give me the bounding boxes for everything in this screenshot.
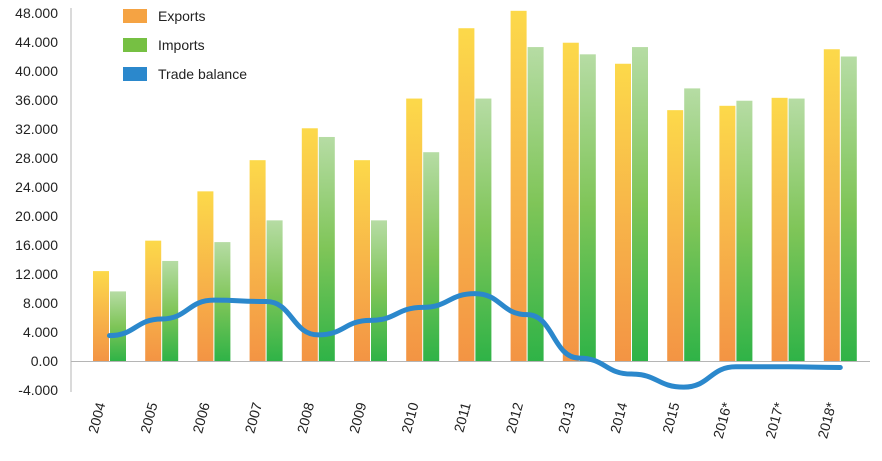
legend-item-imports[interactable]: Imports	[123, 37, 205, 53]
bar-marks	[93, 10, 857, 362]
x-tick-label: 2007	[241, 400, 265, 434]
bar-exports[interactable]	[406, 98, 423, 362]
legend-swatch-imports	[123, 38, 147, 52]
legend: Exports Imports Trade balance	[123, 8, 247, 82]
x-tick-label: 2016*	[710, 400, 735, 440]
legend-label-imports: Imports	[158, 37, 205, 53]
x-tick-label: 2013	[555, 400, 579, 434]
bar-exports[interactable]	[93, 271, 109, 361]
legend-label-trade-balance: Trade balance	[158, 66, 247, 82]
x-tick-label: 2010	[398, 400, 422, 434]
bar-exports[interactable]	[145, 240, 162, 361]
bar-imports[interactable]	[266, 220, 283, 361]
y-tick-label: 8.000	[23, 295, 58, 311]
legend-item-trade-balance[interactable]: Trade balance	[123, 66, 247, 82]
y-tick-label: 16.000	[15, 237, 58, 253]
bar-imports[interactable]	[423, 152, 440, 361]
trade-balance-line	[107, 291, 843, 390]
bar-imports[interactable]	[736, 100, 753, 361]
x-tick-label: 2014	[607, 400, 631, 434]
legend-item-exports[interactable]: Exports	[123, 8, 205, 24]
bar-imports[interactable]	[788, 98, 805, 362]
bar-imports[interactable]	[318, 136, 335, 361]
bar-exports[interactable]	[667, 110, 684, 362]
bar-imports[interactable]	[632, 47, 648, 361]
x-tick-labels: 2004 2005 2006 2007 2008 2009 2010 2011 2012 2013…	[85, 400, 839, 440]
y-tick-label: 28.000	[15, 150, 58, 166]
bar-exports[interactable]	[823, 49, 840, 361]
bar-imports[interactable]	[840, 56, 857, 362]
x-tick-label: 2012	[502, 400, 526, 434]
x-tick-label: 2008	[294, 400, 318, 434]
x-tick-label: 2004	[85, 400, 109, 434]
bar-exports[interactable]	[197, 191, 214, 361]
bar-imports[interactable]	[527, 47, 544, 361]
bar-exports[interactable]	[249, 160, 266, 361]
bar-imports[interactable]	[684, 88, 701, 362]
y-tick-label: 40.000	[15, 63, 58, 79]
y-axis: 48.000 44.000 40.000 36.000 32.000 28.000 24.0…	[15, 5, 72, 398]
trade-balance-path[interactable]	[107, 291, 843, 390]
bar-exports[interactable]	[458, 28, 475, 361]
legend-swatch-trade-balance	[123, 67, 147, 81]
legend-label-exports: Exports	[158, 8, 205, 24]
x-tick-label: 2005	[137, 400, 161, 434]
y-tick-label: 24.000	[15, 179, 58, 195]
x-tick-label: 2017*	[762, 400, 787, 440]
bar-exports[interactable]	[562, 42, 579, 361]
x-tick-label: 2011	[451, 400, 474, 433]
y-tick-label: 0.00	[31, 353, 58, 369]
y-tick-label: 36.000	[15, 92, 58, 108]
x-tick-label: 2006	[189, 400, 213, 434]
y-tick-label: 32.000	[15, 121, 58, 137]
x-tick-label: 2015	[659, 400, 683, 434]
y-tick-label: 48.000	[15, 5, 58, 21]
bar-exports[interactable]	[301, 128, 318, 361]
bar-exports[interactable]	[771, 97, 788, 361]
bar-exports[interactable]	[354, 160, 370, 361]
bar-imports[interactable]	[110, 291, 126, 361]
y-tick-labels: 48.000 44.000 40.000 36.000 32.000 28.000 24.0…	[15, 5, 58, 398]
y-tick-label: 44.000	[15, 34, 58, 50]
bar-imports[interactable]	[475, 98, 492, 362]
bar-exports[interactable]	[615, 63, 631, 361]
y-tick-label: 12.000	[15, 266, 58, 282]
y-tick-label: -4.000	[18, 382, 58, 398]
y-tick-label: 4.000	[23, 324, 58, 340]
bar-imports[interactable]	[162, 260, 179, 361]
y-tick-label: 20.000	[15, 208, 58, 224]
x-tick-label: 2009	[346, 400, 370, 434]
legend-swatch-exports	[123, 9, 147, 23]
bar-exports[interactable]	[510, 10, 527, 361]
bar-imports[interactable]	[579, 54, 596, 361]
x-tick-label: 2018*	[814, 400, 839, 440]
bar-exports[interactable]	[719, 105, 736, 361]
bar-imports[interactable]	[371, 220, 387, 361]
